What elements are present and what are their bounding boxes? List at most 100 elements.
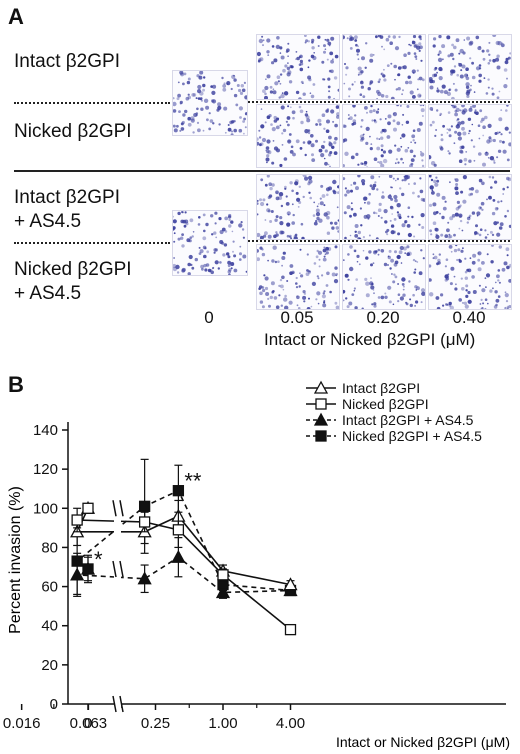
data-point: [172, 524, 185, 536]
chart-axes: 02040608010012014000.0160.0630.251.004.0…: [3, 422, 506, 732]
group-divider: [14, 170, 510, 172]
micrograph-nicked-0.20: [342, 104, 426, 168]
x-tick-label: 0.016: [3, 715, 41, 732]
cell-texture: [429, 105, 511, 167]
legend-marker: [315, 430, 327, 442]
micrograph-intact-0.40: [428, 34, 512, 100]
row-label-line1: Intact β2GPI: [14, 51, 120, 72]
series-intact-2gpi-as4-5: [70, 537, 298, 599]
conc-label-0.05: 0.05: [280, 308, 314, 327]
cell-texture: [173, 211, 247, 275]
series-line: [75, 489, 291, 592]
row-label-intact: Intact β2GPI: [14, 50, 120, 74]
series-nicked-2gpi: [71, 502, 297, 636]
invasion-chart: 02040608010012014000.0160.0630.251.004.0…: [3, 380, 510, 750]
data-point: [172, 485, 185, 497]
panel-b-letter: B: [8, 372, 24, 397]
micrograph-control-top: [172, 70, 248, 136]
micrograph-intact-0.05: [256, 34, 340, 100]
series-break-mark: [112, 560, 117, 578]
data-point: [284, 623, 297, 636]
micrograph-intact-0.20: [342, 34, 426, 100]
data-point: [71, 555, 83, 567]
micrograph-intact-as45-0.20: [342, 174, 426, 240]
cell-texture: [257, 175, 339, 239]
cell-texture: [429, 35, 511, 99]
micrograph-nicked-0.05: [256, 104, 340, 168]
data-point: [138, 516, 151, 528]
micrograph-nicked-as45-0.40: [428, 244, 512, 310]
series-break-mark: [112, 500, 117, 517]
series-break-mark: [119, 500, 124, 517]
y-tick-label: 100: [33, 500, 58, 517]
row-divider-top: [14, 102, 170, 104]
data-point: [138, 500, 151, 512]
cell-texture: [257, 35, 339, 99]
y-axis-label: Percent invasion (%): [7, 486, 24, 634]
chart-series: ***: [70, 458, 298, 640]
row-divider-bottom-right: [248, 240, 510, 242]
row-label-nicked: Nicked β2GPI: [14, 120, 132, 144]
cell-texture: [257, 245, 339, 309]
y-tick-label: 40: [41, 618, 58, 635]
cell-texture: [429, 175, 511, 239]
y-tick-label: 80: [41, 539, 58, 556]
series-break-mark: [119, 560, 124, 578]
y-tick-label: 140: [33, 422, 58, 439]
row-divider-bottom: [14, 242, 170, 244]
data-point: [217, 569, 229, 581]
x-tick-label: 0: [84, 715, 92, 732]
cell-texture: [343, 105, 425, 167]
row-divider-top-right: [248, 101, 510, 103]
x-axis-label: Intact or Nicked β2GPI (μM): [336, 734, 510, 750]
row-label-line1: Nicked β2GPI: [14, 121, 132, 142]
micrograph-nicked-as45-0.05: [256, 244, 340, 310]
legend-label: Nicked β2GPI + AS4.5: [342, 428, 482, 444]
y-tick-label: 20: [41, 657, 58, 674]
axis-break-gap: [114, 500, 121, 640]
data-point: [137, 571, 152, 585]
cell-texture: [429, 245, 511, 309]
x-tick-label: 0.25: [141, 715, 170, 732]
legend-marker: [313, 380, 329, 394]
y-tick-label: 120: [33, 461, 58, 478]
legend-marker: [315, 398, 327, 410]
row-label-line2: + AS4.5: [14, 211, 82, 232]
data-point: [82, 563, 94, 575]
significance-mark: *: [94, 547, 103, 572]
legend-label: Intact β2GPI: [342, 380, 420, 396]
data-point: [171, 549, 186, 563]
micrograph-nicked-0.40: [428, 104, 512, 168]
legend-marker: [313, 412, 329, 426]
data-point: [71, 514, 83, 526]
panel-a-axis-title: Intact or Nicked β2GPI (μM): [264, 330, 476, 349]
y-tick-label: 60: [41, 579, 58, 596]
series-nicked-2gpi-as4-5: [71, 458, 297, 597]
cell-texture: [173, 71, 247, 135]
conc-label-0.20: 0.20: [366, 308, 400, 327]
cell-texture: [343, 35, 425, 99]
x-tick-label: 4.00: [276, 715, 305, 732]
row-label-line1: Intact β2GPI: [14, 187, 120, 208]
row-label-line1: Nicked β2GPI: [14, 259, 132, 280]
micrograph-intact-as45-0.40: [428, 174, 512, 240]
cell-texture: [257, 105, 339, 167]
legend-label: Nicked β2GPI: [342, 396, 429, 412]
conc-label-0.40: 0.40: [452, 308, 486, 327]
data-point: [215, 585, 231, 599]
row-label-nicked-as45: Nicked β2GPI + AS4.5: [14, 258, 132, 306]
micrograph-intact-as45-0.05: [256, 174, 340, 240]
row-label-line2: + AS4.5: [14, 283, 82, 304]
cell-texture: [343, 245, 425, 309]
micrograph-control-bottom: [172, 210, 248, 276]
significance-mark: **: [184, 469, 202, 494]
x-tick-label: 0.063: [70, 715, 108, 732]
panel-a-letter: A: [8, 4, 24, 29]
x-axis-break: [112, 695, 117, 713]
row-label-intact-as45: Intact β2GPI + AS4.5: [14, 186, 120, 234]
legend-label: Intact β2GPI + AS4.5: [342, 412, 474, 428]
data-point: [82, 502, 94, 514]
cell-texture: [343, 175, 425, 239]
conc-label-0: 0: [204, 308, 214, 327]
